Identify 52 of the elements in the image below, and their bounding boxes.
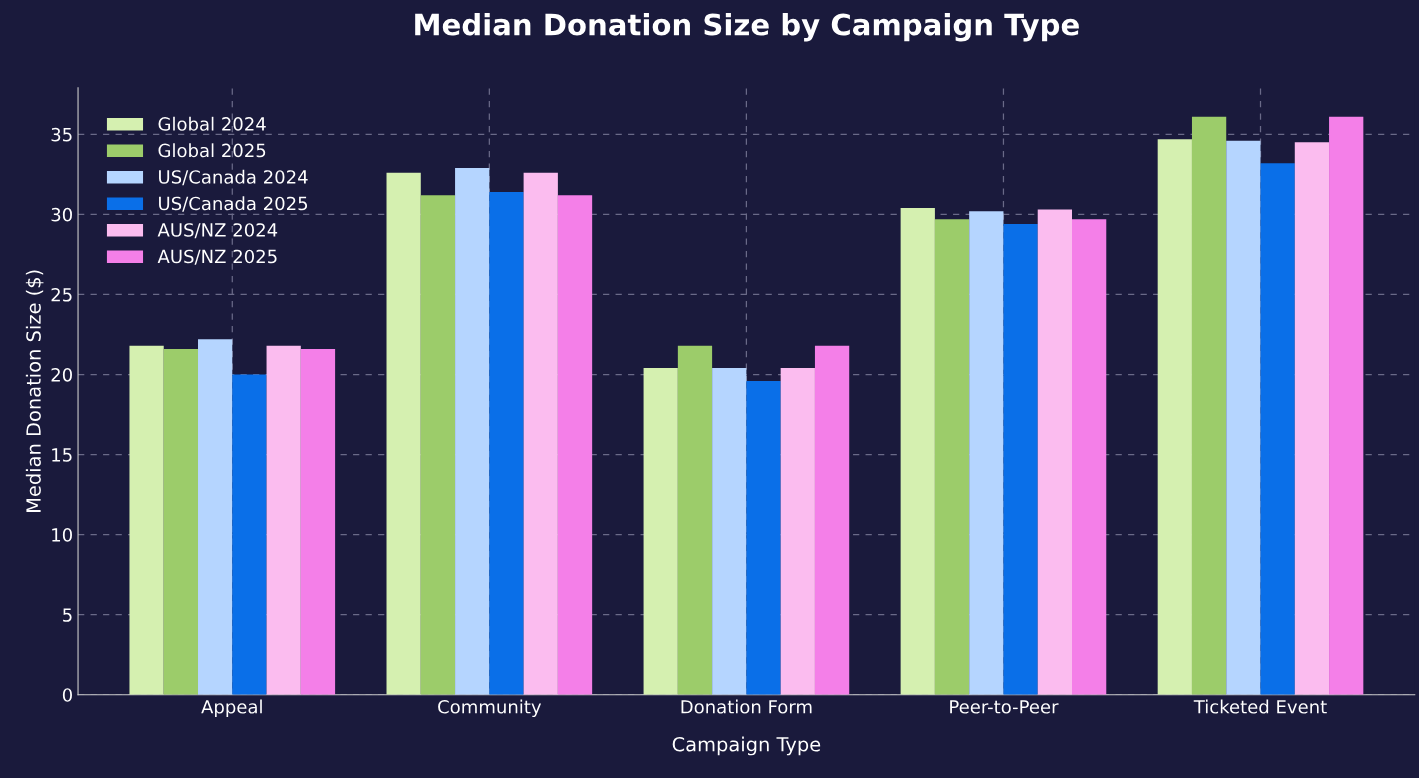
x-tick-label: Peer-to-Peer xyxy=(950,700,1059,714)
legend-label: Global 2025 xyxy=(158,143,266,158)
bar xyxy=(1294,142,1330,695)
legend-label: US/Canada 2025 xyxy=(159,196,308,212)
bar xyxy=(1260,163,1295,695)
bar xyxy=(557,195,593,695)
bar xyxy=(266,345,301,695)
legend-label: AUS/NZ 2025 xyxy=(157,249,277,265)
chart-title: Median Donation Size by Campaign Type xyxy=(415,12,1079,42)
x-tick-label: Donation Form xyxy=(681,699,812,714)
bar xyxy=(420,195,456,695)
bar xyxy=(455,167,490,695)
bar xyxy=(1003,224,1038,695)
bar xyxy=(814,345,850,695)
x-tick-label: Community xyxy=(438,699,542,718)
y-tick-label: 20 xyxy=(51,367,72,382)
bar xyxy=(1329,116,1364,695)
y-tick-label: 0 xyxy=(62,688,72,702)
x-axis-title: Campaign Type xyxy=(672,736,821,756)
y-tick-label: 30 xyxy=(51,207,72,222)
legend-label: US/Canada 2024 xyxy=(159,169,308,186)
bar xyxy=(232,374,267,695)
bar xyxy=(712,368,747,695)
y-tick-label: 10 xyxy=(52,528,72,542)
bar xyxy=(1072,219,1107,695)
bar xyxy=(780,368,815,695)
bar xyxy=(1157,139,1192,695)
bar xyxy=(163,348,199,695)
bar xyxy=(677,345,713,695)
y-axis-title: Median Donation Size ($) xyxy=(25,270,44,512)
bar xyxy=(523,172,558,695)
bar xyxy=(386,172,421,695)
bar xyxy=(969,211,1004,695)
y-tick-label: 15 xyxy=(52,448,72,462)
bar xyxy=(934,219,970,695)
bar xyxy=(643,368,678,695)
legend-label: AUS/NZ 2024 xyxy=(157,223,278,239)
bar xyxy=(1191,116,1227,695)
bar xyxy=(129,345,164,695)
y-tick-label: 25 xyxy=(51,287,72,302)
bar xyxy=(198,339,233,695)
y-tick-label: 5 xyxy=(63,608,72,622)
bar xyxy=(746,380,781,695)
bar xyxy=(489,191,524,695)
bar xyxy=(900,208,935,695)
y-tick-label: 35 xyxy=(51,127,72,142)
x-tick-label: Ticketed Event xyxy=(1193,699,1327,714)
x-tick-label: Appeal xyxy=(201,699,262,718)
bar xyxy=(300,348,336,695)
bar xyxy=(1226,140,1261,695)
legend-label: Global 2024 xyxy=(158,116,266,131)
bar xyxy=(1037,209,1072,695)
